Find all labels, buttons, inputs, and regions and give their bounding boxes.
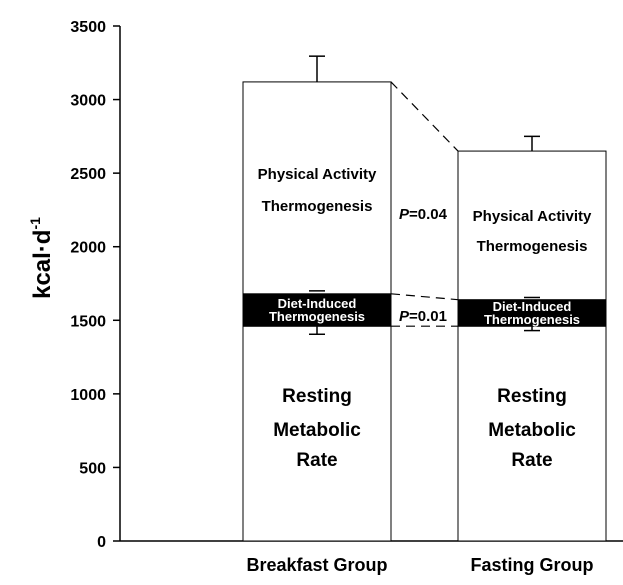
connector-dit-top [390, 293, 459, 301]
dit-label: Thermogenesis [269, 309, 365, 324]
bar-segment-0 [242, 325, 392, 542]
y-tick-label: 1500 [70, 313, 106, 330]
labels: Breakfast Group Resting Metabolic Rate Diet-… [246, 166, 593, 575]
dit-label: Diet-Induced [493, 299, 572, 314]
pat-label: Thermogenesis [477, 238, 588, 255]
bar-segment-2 [242, 81, 392, 295]
y-tick-label: 500 [79, 460, 106, 477]
resting-label: Resting [282, 386, 352, 407]
dit-label: Thermogenesis [484, 312, 580, 327]
category-label: Breakfast Group [246, 555, 387, 575]
pat-label: Thermogenesis [262, 198, 373, 215]
resting-label: Metabolic [488, 420, 576, 441]
resting-label: Rate [511, 450, 552, 471]
resting-label: Metabolic [273, 420, 361, 441]
y-tick-label: 1000 [70, 387, 106, 404]
bar-segment-1 [457, 299, 607, 327]
bars [242, 55, 607, 542]
y-axis-title: kcal·d-1 [27, 217, 56, 299]
y-tick-label: 2000 [70, 240, 106, 257]
pat-label: Physical Activity [473, 208, 592, 225]
y-tick-label: 2500 [70, 166, 106, 183]
y-tick-label: 3000 [70, 93, 106, 110]
resting-label: Resting [497, 386, 567, 407]
bar-segment-2 [457, 150, 607, 301]
bar-segment-0 [457, 325, 607, 542]
p-value-dit: P=0.01 [399, 308, 447, 325]
dit-label: Diet-Induced [278, 296, 357, 311]
resting-label: Rate [296, 450, 337, 471]
category-label: Fasting Group [471, 555, 594, 575]
y-tick-label: 0 [97, 534, 106, 551]
pat-label: Physical Activity [258, 166, 377, 183]
y-tick-label: 3500 [70, 19, 106, 36]
p-value-pat: P=0.04 [399, 206, 448, 223]
connectors [390, 81, 459, 327]
connector-total [390, 81, 459, 152]
y-axis: 0 500 1000 1500 2000 2500 3000 3500 [70, 19, 623, 551]
